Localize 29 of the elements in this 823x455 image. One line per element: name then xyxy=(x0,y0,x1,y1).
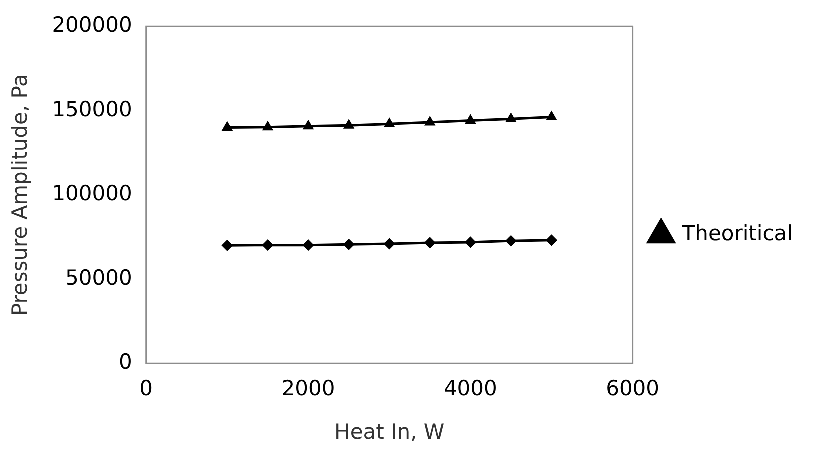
point xyxy=(344,120,354,129)
point xyxy=(384,238,395,250)
point xyxy=(222,240,233,251)
legend-label: Theoritical xyxy=(681,221,794,246)
point xyxy=(262,240,274,251)
x-tick-label: 4000 xyxy=(444,376,498,401)
point xyxy=(546,235,557,246)
x-tick-label: 0 xyxy=(140,376,154,401)
y-tick-label: 100000 xyxy=(52,182,132,206)
point xyxy=(384,118,394,128)
point xyxy=(222,122,232,131)
point xyxy=(425,117,435,126)
point xyxy=(465,237,476,248)
y-tick-label: 0 xyxy=(118,350,132,374)
y-axis-title: Pressure Amplitude, Pa xyxy=(8,74,32,316)
point xyxy=(344,239,354,250)
point xyxy=(506,236,516,246)
point xyxy=(263,122,273,131)
y-tick-label: 200000 xyxy=(52,13,132,38)
y-tick-label: 150000 xyxy=(52,97,132,122)
point xyxy=(303,240,314,251)
point xyxy=(424,238,436,248)
x-axis-title: Heat In, W xyxy=(334,420,445,444)
y-tick-label: 50000 xyxy=(66,266,132,290)
point xyxy=(466,116,476,124)
x-tick-label: 6000 xyxy=(606,376,660,401)
point xyxy=(304,121,314,130)
point xyxy=(506,114,516,122)
x-tick-label: 2000 xyxy=(282,376,336,401)
